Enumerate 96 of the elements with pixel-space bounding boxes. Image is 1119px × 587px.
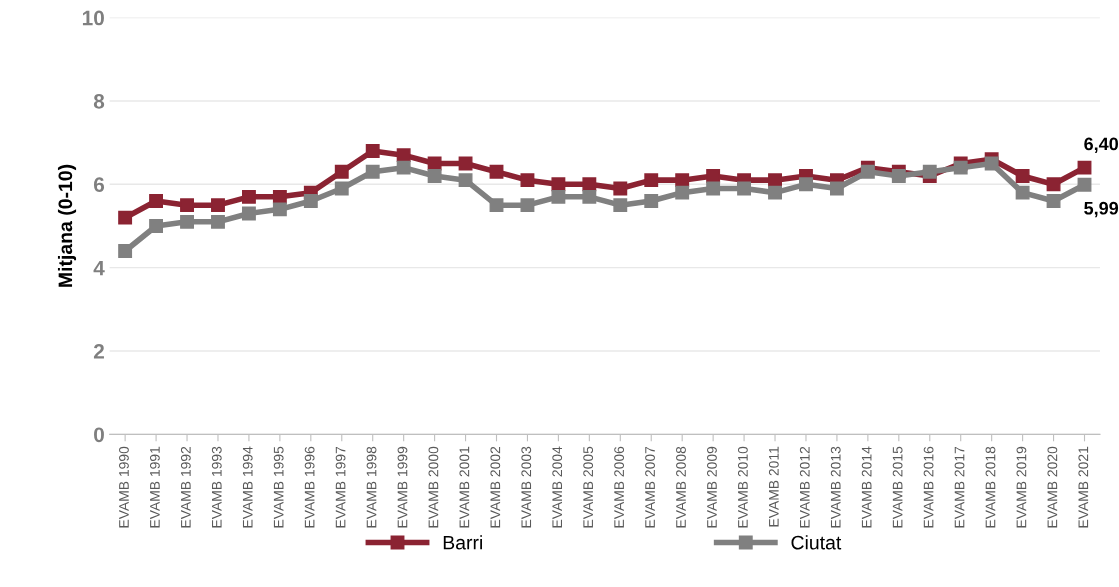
point xyxy=(737,181,752,196)
point xyxy=(829,181,844,196)
point xyxy=(211,198,225,213)
point xyxy=(1046,177,1061,192)
point xyxy=(180,214,194,229)
point xyxy=(272,202,287,217)
x-tick-label: EVAMB 2004 xyxy=(552,446,563,528)
point xyxy=(644,173,659,188)
x-tick-label: EVAMB 2002 xyxy=(490,446,501,528)
point xyxy=(891,169,906,183)
point xyxy=(520,198,535,213)
point xyxy=(860,164,875,179)
point xyxy=(1015,185,1030,200)
x-tick-label: EVAMB 2019 xyxy=(1016,446,1027,528)
data-label: 5,99 xyxy=(1084,201,1119,218)
point xyxy=(582,177,597,192)
x-tick-label: EVAMB 2017 xyxy=(954,446,965,528)
y-tick-label: 6 xyxy=(93,177,105,193)
point xyxy=(149,194,164,208)
point xyxy=(365,164,380,179)
x-tick-label: EVAMB 1995 xyxy=(273,446,284,528)
x-tick-label: EVAMB 1993 xyxy=(211,446,222,528)
point xyxy=(799,177,813,192)
x-tick-label: EVAMB 2010 xyxy=(737,446,748,528)
point xyxy=(334,164,349,179)
point xyxy=(768,185,782,200)
y-tick-label: 10 xyxy=(82,10,104,26)
point xyxy=(303,194,318,208)
x-tick-label: EVAMB 1990 xyxy=(119,446,129,528)
x-tick-label: EVAMB 2005 xyxy=(583,446,594,528)
y-tick-label: 2 xyxy=(93,344,104,359)
point xyxy=(706,181,721,196)
point xyxy=(1046,194,1061,208)
x-tick-label: EVAMB 1992 xyxy=(180,446,191,528)
point xyxy=(675,173,690,188)
x-tick-label: EVAMB 2014 xyxy=(861,446,872,528)
data-label: 6,40 xyxy=(1084,137,1118,153)
y-tick-label: 4 xyxy=(93,260,105,276)
x-tick-label: EVAMB 2013 xyxy=(830,446,841,528)
point xyxy=(613,198,628,213)
x-tick-label: EVAMB 2001 xyxy=(459,446,470,528)
x-tick-label: EVAMB 1999 xyxy=(397,446,408,528)
x-tick-label: EVAMB 2018 xyxy=(985,446,996,528)
point xyxy=(489,198,504,213)
y-tick-label: 8 xyxy=(93,93,105,109)
point xyxy=(118,244,133,258)
point xyxy=(180,198,194,213)
x-tick-label: EVAMB 1998 xyxy=(366,446,377,528)
legend-label: Ciutat xyxy=(791,535,842,550)
x-tick-label: EVAMB 2003 xyxy=(521,446,532,528)
point xyxy=(551,189,566,204)
point xyxy=(241,189,256,204)
point xyxy=(118,210,133,225)
point xyxy=(241,206,256,221)
point xyxy=(458,156,473,171)
point xyxy=(427,169,442,183)
point xyxy=(520,173,535,188)
point xyxy=(1077,177,1092,192)
x-tick-label: EVAMB 1994 xyxy=(242,446,253,528)
point xyxy=(675,185,690,200)
point xyxy=(1015,169,1030,183)
x-tick-label: EVAMB 2012 xyxy=(799,446,810,528)
point xyxy=(458,173,473,188)
x-tick-label: EVAMB 2015 xyxy=(892,446,903,528)
x-tick-label: EVAMB 2008 xyxy=(676,446,686,528)
point xyxy=(1077,160,1092,175)
y-axis-title: Mitjana (0-10) xyxy=(57,164,77,287)
point xyxy=(396,160,411,175)
point xyxy=(613,181,628,196)
x-tick-label: EVAMB 1997 xyxy=(335,446,346,528)
x-tick-label: EVAMB 2016 xyxy=(923,446,934,528)
y-tick-label: 0 xyxy=(94,427,104,443)
point xyxy=(768,173,782,188)
x-tick-label: EVAMB 2021 xyxy=(1078,446,1089,528)
point xyxy=(396,148,411,163)
x-tick-label: EVAMB 1996 xyxy=(304,446,315,528)
x-tick-label: EVAMB 1991 xyxy=(149,446,160,528)
point xyxy=(706,169,721,183)
x-tick-label: EVAMB 2007 xyxy=(645,446,655,528)
point xyxy=(149,219,164,233)
x-tick-label: EVAMB 2006 xyxy=(614,446,625,528)
point xyxy=(953,160,968,175)
point xyxy=(582,189,597,204)
point xyxy=(644,194,659,208)
point xyxy=(922,164,937,179)
x-tick-label: EVAMB 2009 xyxy=(707,446,717,528)
x-tick-label: EVAMB 2011 xyxy=(768,446,779,527)
legend-label: Barri xyxy=(443,535,482,550)
x-tick-label: EVAMB 2020 xyxy=(1047,446,1058,528)
point xyxy=(211,214,225,229)
point xyxy=(489,164,504,179)
point xyxy=(365,144,380,158)
point xyxy=(984,156,999,171)
x-tick-label: EVAMB 2000 xyxy=(428,446,439,528)
point xyxy=(551,177,566,192)
point xyxy=(334,181,349,196)
